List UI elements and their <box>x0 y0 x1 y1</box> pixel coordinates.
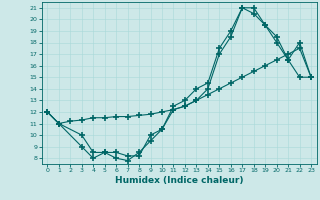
X-axis label: Humidex (Indice chaleur): Humidex (Indice chaleur) <box>115 176 244 185</box>
